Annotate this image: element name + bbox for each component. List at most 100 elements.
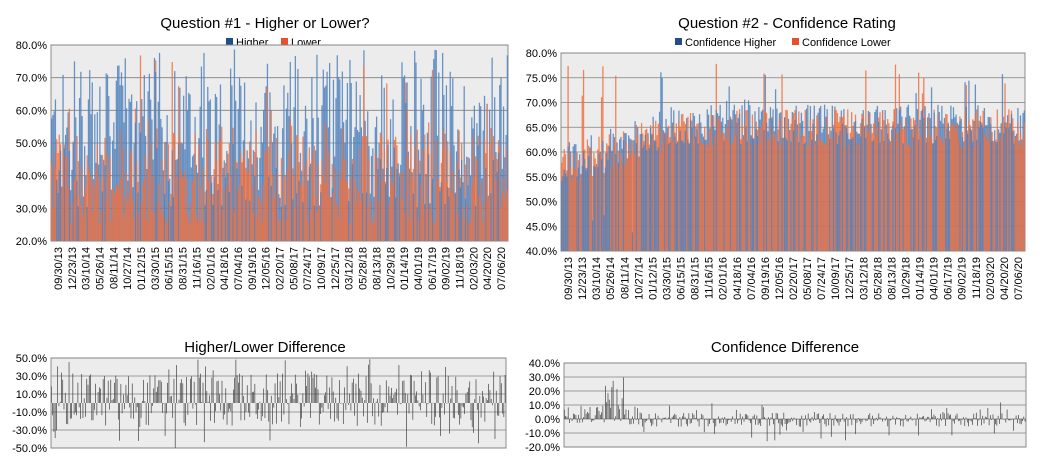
diff-bar: [683, 413, 685, 419]
bar-lower: [727, 140, 729, 251]
bar-lower: [705, 143, 707, 251]
bar-higher: [829, 139, 831, 251]
diff-bar: [566, 416, 568, 419]
diff-bar: [798, 419, 800, 427]
bar-lower: [66, 156, 68, 241]
bar-lower: [94, 187, 96, 241]
diff-bar: [225, 388, 227, 403]
bar-lower: [138, 213, 140, 241]
diff-bar: [689, 419, 691, 424]
diff-bar: [719, 419, 720, 424]
diff-bar: [69, 403, 71, 419]
diff-bar: [888, 419, 890, 436]
bar-higher: [245, 199, 247, 241]
bar-higher: [296, 193, 298, 241]
x-tick-label: 08/31/15: [690, 257, 702, 300]
diff-bar: [655, 413, 656, 419]
diff-bar: [121, 403, 123, 414]
diff-bar: [697, 419, 699, 422]
bar-lower: [429, 209, 431, 241]
bar-higher: [863, 126, 866, 251]
diff-bar: [814, 411, 815, 419]
diff-bar: [499, 376, 501, 403]
diff-bar: [961, 419, 963, 420]
bar-lower: [161, 159, 163, 241]
bar-lower: [329, 197, 331, 241]
diff-bar: [384, 403, 386, 408]
diff-bar: [931, 409, 932, 419]
diff-bar: [436, 377, 438, 403]
diff-bar: [611, 387, 613, 419]
bar-higher: [1012, 131, 1014, 251]
diff-bar: [700, 418, 701, 419]
bar-higher: [898, 109, 900, 251]
diff-bar: [949, 415, 950, 419]
bar-higher: [294, 56, 297, 242]
diff-bar: [1017, 419, 1018, 424]
bar-higher: [170, 206, 172, 241]
bar-lower: [332, 193, 335, 241]
diff-bar: [693, 414, 695, 419]
bar-lower: [406, 109, 408, 241]
bar-higher: [433, 58, 435, 241]
bar-higher: [972, 141, 974, 251]
bar-lower: [906, 144, 908, 251]
bar-higher: [496, 172, 498, 241]
x-tick-label: 07/04/16: [746, 257, 758, 300]
diff-bar: [62, 379, 64, 403]
chart-d2: Confidence Difference -20.0%-10.0%0.0%10…: [525, 339, 1027, 454]
diff-bar: [197, 359, 199, 403]
diff-bar: [879, 417, 881, 419]
bar-higher: [925, 142, 928, 251]
bar-lower: [575, 170, 577, 251]
diff-bar: [897, 418, 899, 419]
bar-lower: [701, 144, 703, 251]
diff-bar: [739, 413, 741, 419]
diff-bar: [851, 419, 853, 426]
diff-bar: [413, 380, 415, 403]
diff-bars: [564, 377, 1026, 442]
bar-lower: [401, 199, 403, 241]
diff-bar: [633, 419, 635, 424]
diff-bar: [177, 403, 179, 404]
bar-lower: [572, 153, 574, 251]
bar-lower: [110, 221, 112, 241]
diff-bar: [412, 403, 414, 420]
diff-bar: [215, 403, 217, 412]
diff-bar: [388, 386, 390, 403]
diff-bar: [608, 399, 610, 419]
diff-bar: [158, 380, 160, 403]
diff-bar: [646, 419, 647, 422]
bar-lower: [768, 139, 770, 251]
bar-lower: [144, 155, 147, 241]
diff-bar: [870, 419, 872, 427]
diff-bar: [833, 419, 835, 426]
diff-bar: [187, 403, 189, 415]
bar-lower: [666, 138, 668, 251]
diff-bar: [1010, 419, 1012, 421]
bar-higher: [959, 121, 961, 252]
bar-higher: [189, 94, 191, 241]
diff-bar: [684, 417, 686, 419]
bar-higher: [751, 138, 754, 251]
bar-lower: [400, 173, 402, 241]
diff-bar: [52, 403, 53, 416]
bar-lower: [54, 167, 57, 241]
diff-bar: [504, 375, 506, 403]
diff-bar: [258, 403, 259, 410]
diff-bar: [117, 403, 119, 420]
bar-higher: [458, 169, 460, 241]
diff-bar: [214, 403, 215, 423]
y-tick-label: 10.0%: [529, 400, 560, 412]
bar-lower: [82, 216, 85, 241]
bar-higher: [425, 173, 427, 241]
bar-higher: [450, 106, 453, 242]
x-tick-label: 10/09/17: [316, 247, 328, 290]
diff-bar: [291, 383, 292, 403]
diff-bar: [219, 394, 220, 403]
diff-bar: [306, 386, 308, 403]
diff-bar: [816, 413, 818, 419]
diff-bar: [964, 419, 966, 426]
diff-bar: [435, 403, 436, 417]
bar-lower: [256, 216, 258, 241]
